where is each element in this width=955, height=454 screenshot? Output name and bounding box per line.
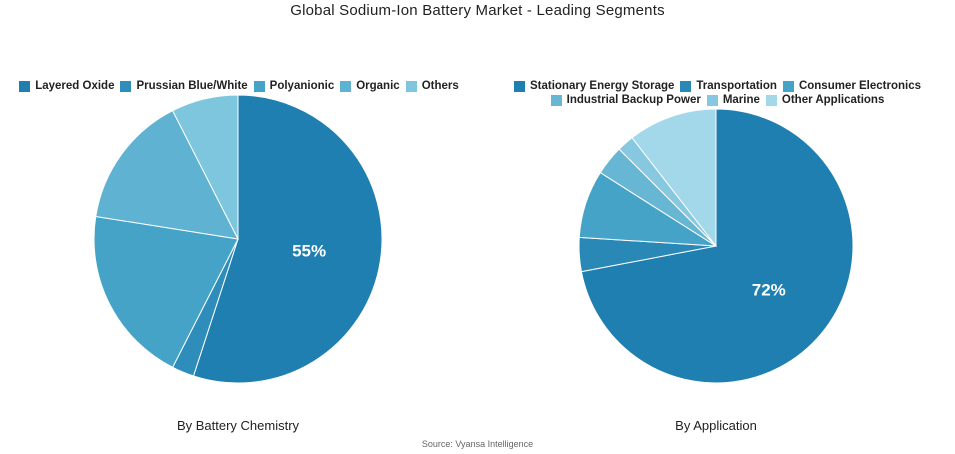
legend-swatch (19, 80, 31, 92)
legend-label: Consumer Electronics (798, 80, 922, 92)
pie-slice (192, 94, 383, 384)
legend-item: Transportation (680, 80, 777, 92)
legend-item: Organic (340, 80, 400, 92)
legend-item: Layered Oxide (19, 80, 114, 92)
legend-swatch (405, 80, 417, 92)
legend-item: Prussian Blue/White (120, 80, 248, 92)
legend-swatch (550, 94, 562, 106)
caption-application: By Application (675, 418, 757, 433)
legend-item: Others (405, 80, 459, 92)
pie-slice (580, 108, 854, 384)
legend-label: Industrial Backup Power (566, 94, 701, 106)
legend-label: Others (421, 80, 459, 92)
legend-item: Consumer Electronics (782, 80, 922, 92)
legend-item: Other Applications (765, 94, 885, 106)
legend-label: Organic (356, 80, 400, 92)
pie-slice (631, 108, 717, 248)
chart-title: Global Sodium-Ion Battery Market - Leadi… (290, 2, 665, 19)
source-note: Source: Vyansa Intelligence (421, 439, 534, 449)
legend-label: Transportation (696, 80, 777, 92)
legend-swatch (120, 80, 132, 92)
caption-battery-chemistry: By Battery Chemistry (176, 418, 300, 433)
legend-item: Industrial Backup Power (550, 94, 701, 106)
pie-slice (95, 110, 239, 240)
legend-label: Marine (722, 94, 760, 106)
pie-slice (171, 94, 239, 240)
legend-application: Stationary Energy Storage Transportation C… (500, 80, 935, 106)
pie-application: 72% (578, 108, 854, 384)
legend-swatch (253, 80, 265, 92)
data-label: 55% (292, 241, 326, 260)
legend-label: Polyanionic (269, 80, 335, 92)
legend-battery-chemistry: Layered Oxide Prussian Blue/White Polyanio… (14, 80, 464, 92)
legend-swatch (765, 94, 777, 106)
legend-label: Layered Oxide (35, 80, 115, 92)
legend-swatch (340, 80, 352, 92)
legend-swatch (706, 94, 718, 106)
pie-slice (93, 215, 239, 368)
legend-label: Stationary Energy Storage (529, 80, 675, 92)
pie-battery-chemistry: 55% (93, 94, 383, 384)
data-label: 72% (752, 281, 786, 300)
legend-swatch (680, 80, 692, 92)
legend-label: Prussian Blue/White (136, 80, 248, 92)
legend-item: Polyanionic (253, 80, 335, 92)
legend-item: Marine (706, 94, 760, 106)
legend-label: Other Applications (781, 94, 885, 106)
legend-swatch (513, 80, 525, 92)
legend-item: Stationary Energy Storage (513, 80, 675, 92)
legend-swatch (782, 80, 794, 92)
